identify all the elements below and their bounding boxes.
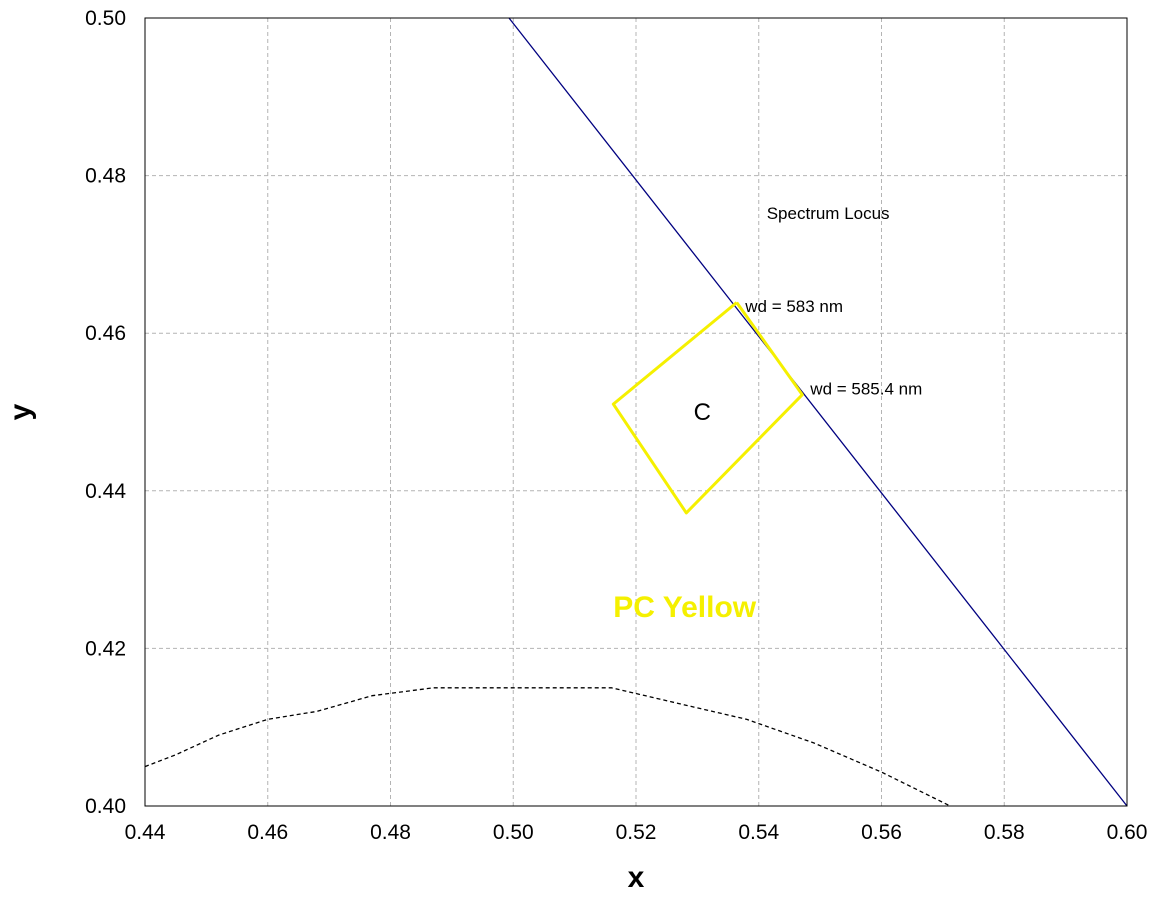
gridlines bbox=[144, 17, 1128, 807]
pc-yellow-label: PC Yellow bbox=[613, 591, 757, 624]
y-tick-label: 0.50 bbox=[85, 7, 126, 30]
point-c-label: C bbox=[694, 399, 711, 426]
dashed-boundary-line bbox=[144, 687, 951, 807]
y-tick-label: 0.48 bbox=[85, 165, 126, 188]
pc-yellow-region bbox=[611, 301, 804, 515]
x-tick-label: 0.58 bbox=[984, 821, 1025, 844]
x-tick-label: 0.50 bbox=[493, 821, 534, 844]
annotation-label: wd = 583 nm bbox=[744, 297, 843, 316]
tick-labels: 0.44 0.46 0.48 0.50 0.52 0.54 0.56 0.58 0.60 0.40… bbox=[85, 7, 1147, 844]
x-tick-label: 0.60 bbox=[1107, 821, 1148, 844]
x-tick-label: 0.48 bbox=[370, 821, 411, 844]
x-tick-label: 0.44 bbox=[125, 821, 166, 844]
series-layer bbox=[144, 17, 1128, 807]
x-tick-label: 0.56 bbox=[861, 821, 902, 844]
y-tick-label: 0.42 bbox=[85, 637, 126, 660]
annotation-label: wd = 585.4 nm bbox=[809, 380, 922, 399]
y-tick-label: 0.44 bbox=[85, 480, 126, 503]
plot-frame bbox=[144, 17, 1128, 807]
x-axis-title: x bbox=[628, 861, 645, 894]
annotations: Spectrum Locus wd = 583 nm wd = 585.4 nm C P… bbox=[613, 204, 922, 624]
x-tick-label: 0.52 bbox=[616, 821, 657, 844]
spectrum-locus-line bbox=[508, 17, 1128, 807]
annotation-label: Spectrum Locus bbox=[767, 204, 890, 223]
x-tick-label: 0.46 bbox=[247, 821, 288, 844]
y-tick-label: 0.46 bbox=[85, 322, 126, 345]
x-tick-label: 0.54 bbox=[738, 821, 779, 844]
y-tick-label: 0.40 bbox=[85, 795, 126, 818]
y-axis-title: y bbox=[4, 403, 37, 420]
